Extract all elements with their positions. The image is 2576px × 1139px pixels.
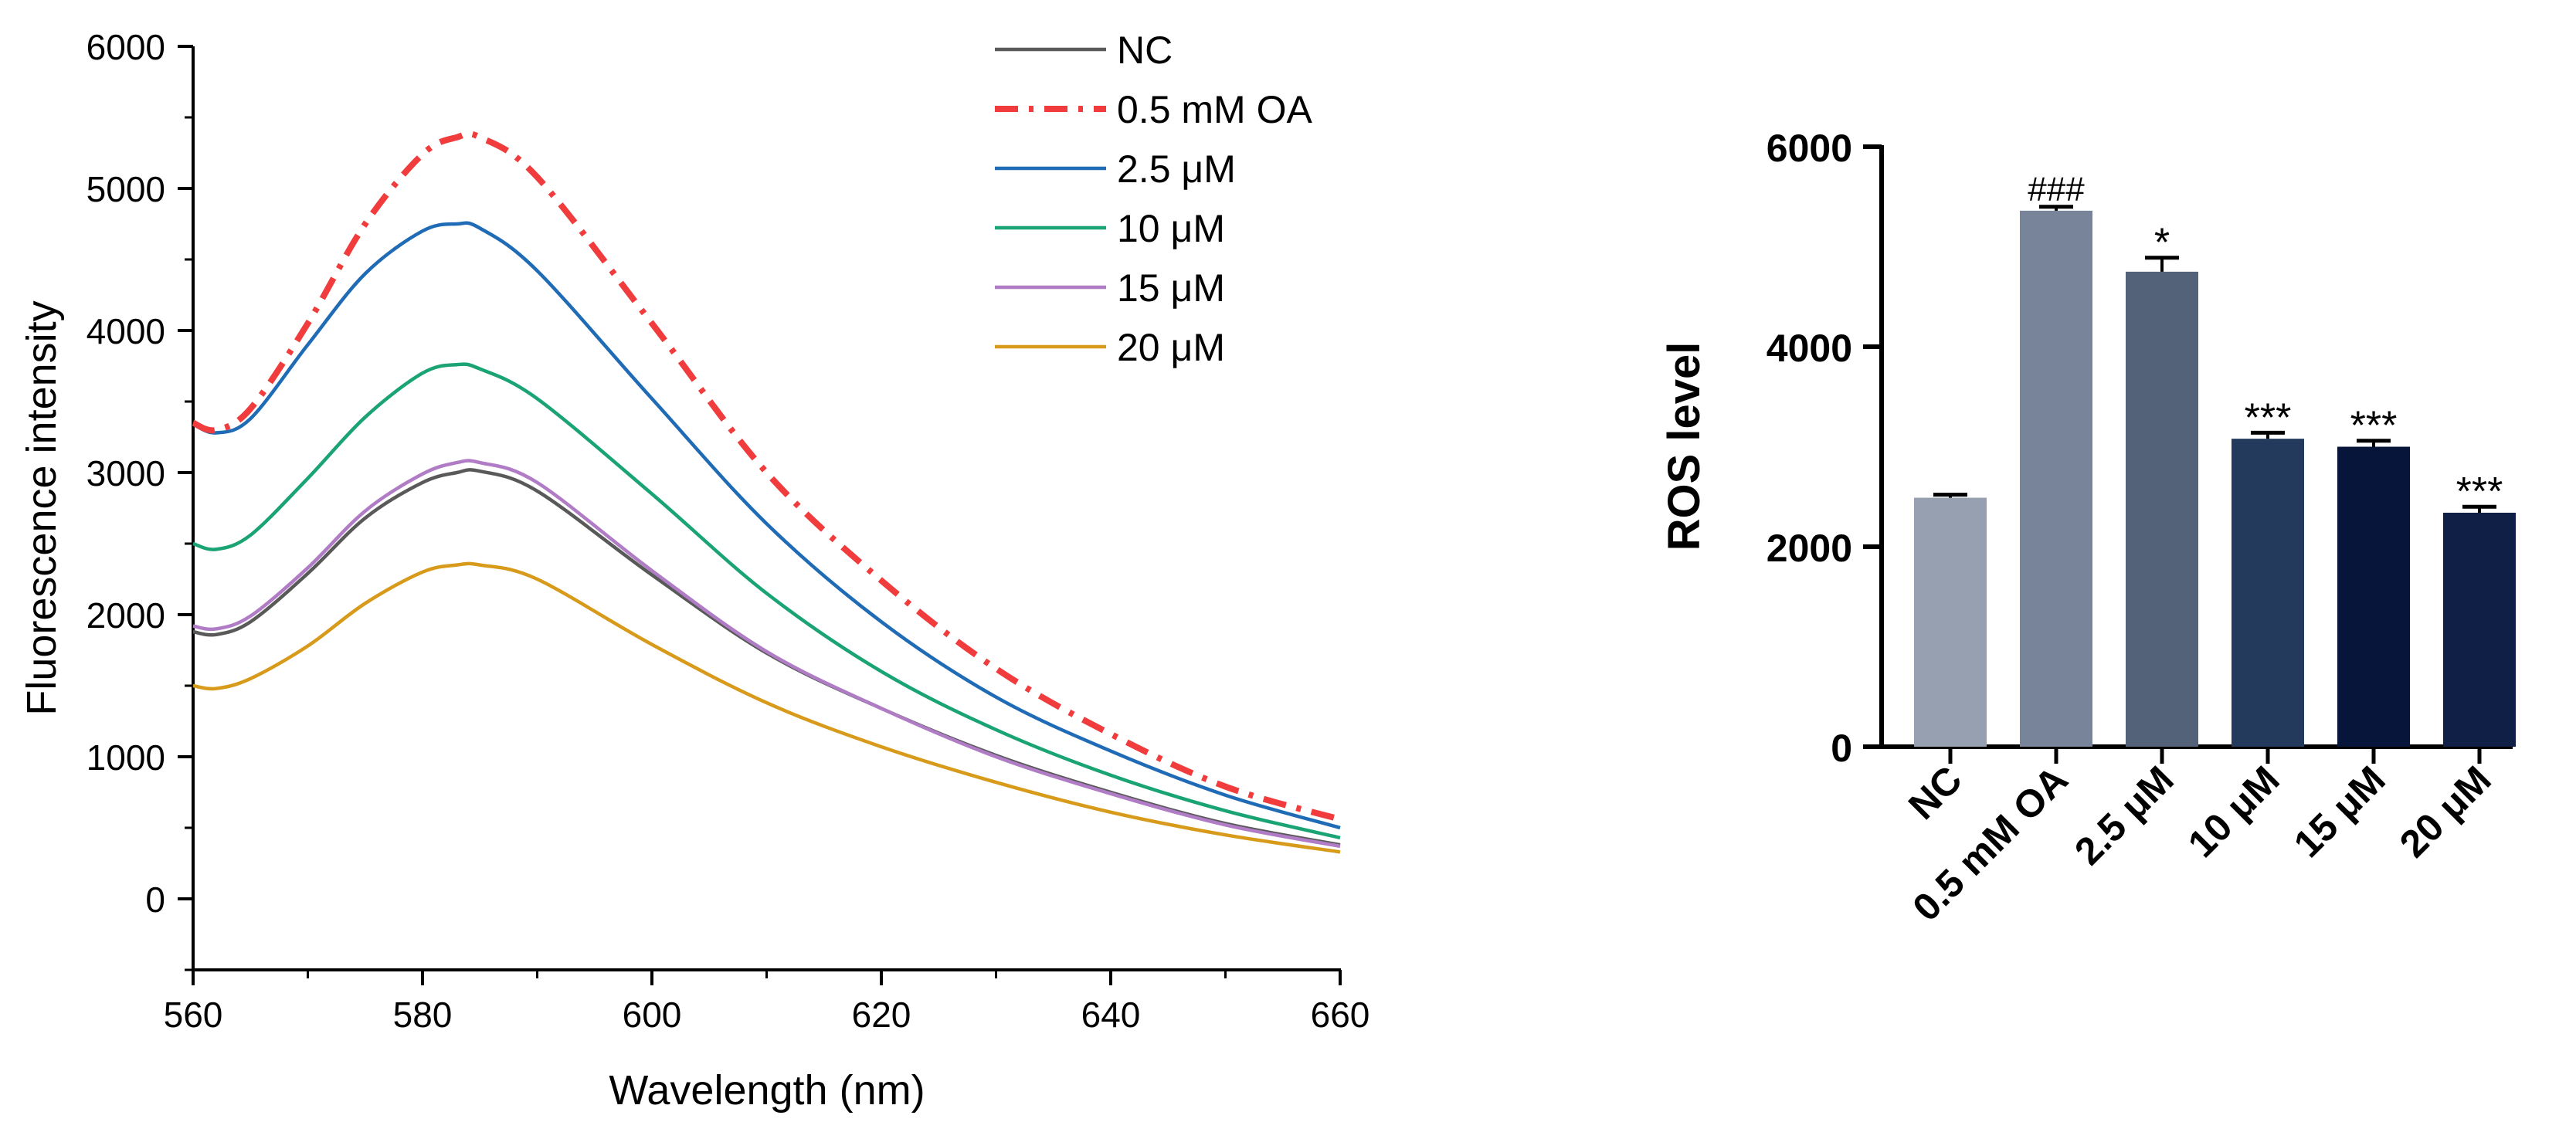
line-chart-y-tick-label: 5000 [87,169,165,209]
line-chart-y-ticks: 0 1000 2000 3000 4000 5000 6000 [87,27,193,971]
bar-2-5-m [2126,271,2198,747]
line-chart: 0 1000 2000 3000 4000 5000 6000 560 580 600 620 64… [19,27,1369,1114]
bar-chart-x-tick-label-2-5-m: 2.5 μM [2066,758,2182,873]
legend-label-nc: NC [1117,29,1173,72]
line-chart-y-tick-label: 4000 [87,311,165,351]
line-chart-x-tick-label: 560 [164,995,223,1035]
line-chart-x-ticks: 560 580 600 620 640 660 [164,970,1370,1035]
line-chart-y-tick-label: 2000 [87,595,165,636]
bar-15-m [2337,446,2410,747]
bar-chart-y-tick-label: 2000 [1767,527,1852,570]
legend-label-0-5-mm-oa: 0.5 mM OA [1117,88,1312,131]
bar-chart-y-tick-label: 6000 [1767,127,1852,170]
legend-label-2-5-m: 2.5 μM [1117,147,1236,191]
bar-chart-x-tick-label-20-m: 20 μM [2391,758,2500,866]
line-chart-x-tick-label: 660 [1311,995,1370,1035]
significance-15-m: *** [2350,404,2398,449]
line-chart-y-tick-label: 3000 [87,453,165,493]
series-line-2-5-m [192,221,1341,830]
legend-label-20-m: 20 μM [1117,326,1225,369]
bar-0-5-mm-oa [2020,210,2092,747]
bar-nc [1914,497,1987,747]
bar-chart-y-tick-label: 4000 [1767,327,1852,370]
line-chart-y-axis-label: Fluorescence intensity [19,300,65,715]
bar-10-m [2232,439,2304,747]
line-chart-y-tick-label: 0 [145,880,165,920]
line-chart-legend: NC 0.5 mM OA 2.5 μM 10 μM 15 μM 20 μM [995,29,1312,369]
legend-label-15-m: 15 μM [1117,266,1225,310]
bar-chart-x-tick-label-nc: NC [1900,758,1970,828]
significance-20-m: *** [2456,469,2503,514]
series-line-15-m [192,459,1341,849]
series-line-10-m [192,362,1341,840]
significance-2-5-m: * [2154,221,2170,266]
bar-chart-y-tick-label: 0 [1831,727,1852,770]
bar-chart-y-axis-label: ROS level [1659,342,1709,551]
legend-label-10-m: 10 μM [1117,207,1225,250]
bar-chart-x-tick-label-15-m: 15 μM [2286,758,2394,866]
series-line-20-m [192,561,1341,854]
bar-chart-y-ticks: 0 2000 4000 6000 [1767,127,1882,770]
series-line-0-5-mm-oa [192,131,1342,822]
line-chart-x-tick-label: 620 [852,995,911,1035]
line-chart-y-tick-label: 6000 [87,27,165,67]
bar-chart-bars: ###**** ****** [1914,171,2516,747]
line-chart-x-tick-label: 580 [393,995,453,1035]
line-chart-y-tick-label: 1000 [87,737,165,778]
line-chart-series [192,131,1342,854]
line-chart-x-tick-label: 600 [623,995,682,1035]
significance-10-m: *** [2245,395,2292,440]
line-chart-x-tick-label: 640 [1081,995,1141,1035]
bar-20-m [2443,512,2516,747]
bar-chart-x-tick-label-10-m: 10 μM [2180,758,2288,866]
line-chart-x-axis-label: Wavelength (nm) [609,1067,925,1114]
significance-0-5-mm-oa: ### [2028,171,2085,208]
